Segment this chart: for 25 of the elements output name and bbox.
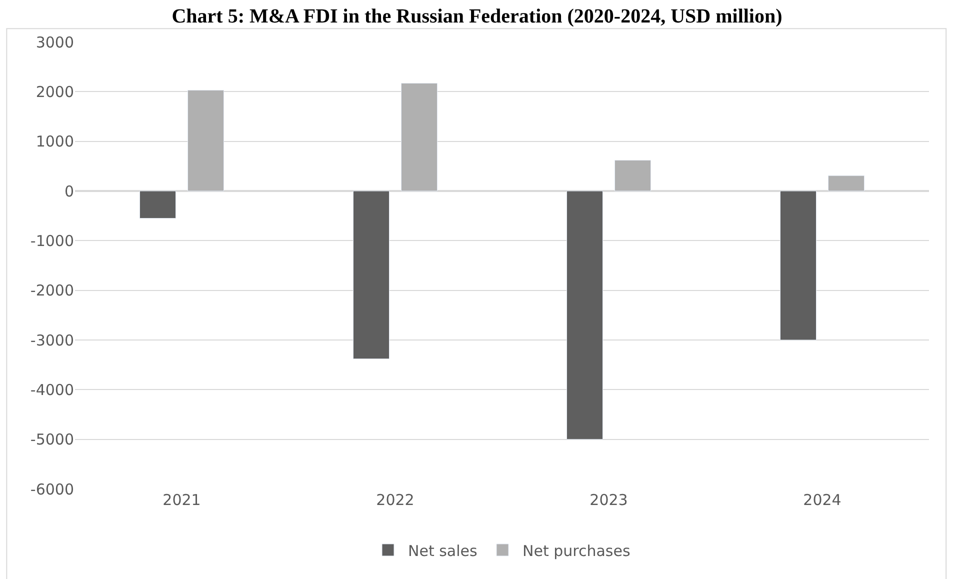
x-tick-label: 2024: [803, 491, 842, 509]
y-tick-label: -6000: [30, 480, 74, 498]
y-tick-label: -2000: [30, 282, 74, 300]
bar: [352, 190, 390, 360]
legend-label: Net sales: [408, 542, 478, 560]
bar: [188, 90, 224, 192]
bar: [614, 160, 652, 192]
y-tick-label: 1000: [36, 132, 74, 151]
bar: [780, 190, 816, 340]
y-tick-label: 3000: [36, 33, 74, 52]
bar: [139, 190, 176, 219]
bar: [401, 82, 438, 192]
y-tick-label: -3000: [30, 331, 74, 350]
legend-label: Net purchases: [522, 542, 630, 560]
y-tick-label: -4000: [30, 380, 74, 399]
bar: [566, 190, 603, 440]
chart-title: Chart 5: M&A FDI in the Russian Federation (2020-2024, USD million): [172, 6, 782, 28]
y-tick-label: -1000: [30, 232, 74, 250]
x-tick-label: 2021: [162, 491, 201, 509]
bar: [828, 175, 865, 192]
x-tick-label: 2022: [376, 491, 414, 509]
y-tick-label: 0: [64, 182, 74, 200]
y-tick-label: -5000: [30, 430, 74, 449]
x-tick-label: 2023: [590, 491, 628, 509]
y-tick-label: 2000: [36, 82, 74, 101]
